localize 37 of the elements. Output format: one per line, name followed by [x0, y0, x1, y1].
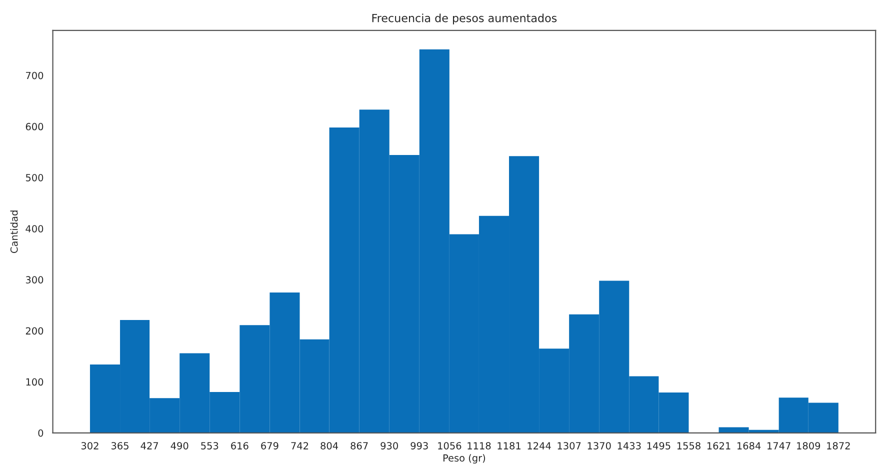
x-tick-label: 1621: [707, 442, 730, 450]
y-tick-label: 700: [26, 72, 44, 80]
x-tick-label: 1056: [438, 442, 462, 450]
x-tick-label: 1684: [737, 442, 761, 450]
x-tick-label: 553: [201, 442, 218, 450]
x-tick-label: 1307: [558, 442, 581, 450]
x-tick-label: 804: [320, 442, 338, 450]
y-tick-label: 100: [26, 378, 44, 386]
x-tick-label: 1370: [588, 442, 611, 450]
x-tick-label: 679: [261, 442, 278, 450]
x-tick-label: 1495: [647, 442, 670, 450]
x-tick-label: 1244: [528, 442, 551, 450]
y-tick-label: 300: [26, 276, 44, 284]
x-tick-label: 490: [170, 442, 188, 450]
y-tick-label: 600: [26, 122, 44, 130]
x-axis-title: Peso (gr): [443, 454, 486, 464]
x-tick-label: 1872: [827, 442, 850, 450]
x-tick-label: 302: [81, 442, 98, 450]
y-axis-title: Cantidad: [10, 210, 18, 253]
x-tick-label: 1809: [797, 442, 820, 450]
x-tick-label: 427: [140, 442, 158, 450]
x-tick-label: 1558: [677, 442, 700, 450]
x-tick-label: 930: [380, 442, 398, 450]
x-tick-label: 616: [231, 442, 248, 450]
y-tick-label: 200: [26, 327, 44, 335]
x-tick-label: 993: [410, 442, 428, 450]
x-tick-label: 365: [111, 442, 128, 450]
x-tick-label: 1181: [498, 442, 520, 450]
x-tick-label: 1747: [768, 442, 790, 450]
x-tick-label: 867: [350, 442, 368, 450]
x-tick-label: 1433: [618, 442, 641, 450]
x-tick-label: 742: [291, 442, 308, 450]
y-tick-label: 0: [38, 429, 44, 437]
x-tick-label: 1118: [468, 442, 491, 450]
y-tick-label: 400: [26, 225, 44, 232]
chart-title: Frecuencia de pesos aumentados: [372, 14, 557, 24]
y-tick-label: 500: [26, 174, 44, 182]
